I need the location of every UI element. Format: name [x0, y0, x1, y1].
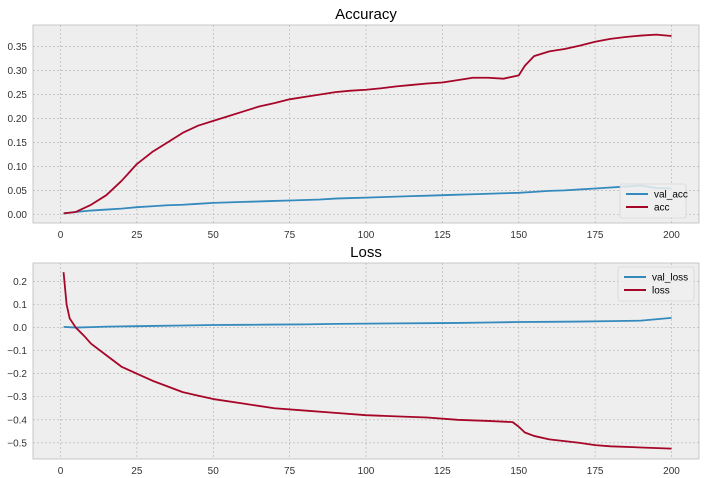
y-tick-label: −0.2: [7, 369, 27, 380]
x-tick-label: 0: [58, 466, 64, 477]
x-tick-label: 125: [434, 466, 451, 477]
y-tick-label: 0.0: [13, 323, 27, 334]
chart-loss: 0 25 50 75 100 125 150 175 200 0.2 0.1 0.0 −0.1 −0.2 −…: [7, 244, 700, 477]
x-tick-label: 200: [663, 230, 680, 241]
y-tick-label: 0.20: [8, 114, 28, 125]
x-tick-label: 25: [131, 466, 143, 477]
chart-title: Accuracy: [335, 6, 397, 23]
legend-label: acc: [654, 203, 670, 214]
chart-accuracy: 0 25 50 75 100 125 150 175 200 0.00 0.05 0.10 0.15 0.…: [8, 6, 700, 241]
series-line-val-loss: [63, 316, 672, 329]
y-tick-label: 0.00: [8, 210, 28, 221]
y-tick-label: −0.4: [7, 415, 27, 426]
x-tick-label: 200: [663, 466, 680, 477]
chart-title: Loss: [350, 244, 382, 261]
legend-label: loss: [652, 286, 670, 297]
y-tick-label: −0.5: [7, 438, 27, 449]
x-tick-label: 50: [208, 230, 220, 241]
y-tick-label: 0.25: [8, 90, 28, 101]
x-tick-label: 175: [587, 466, 604, 477]
series-line-loss: [62, 272, 672, 450]
x-tick-label: 100: [358, 466, 375, 477]
y-tick-label: 0.35: [8, 42, 28, 53]
legend-box: [617, 266, 695, 302]
y-tick-label: 0.2: [13, 277, 27, 288]
series-line-val-acc: [63, 184, 672, 215]
x-tick-label: 150: [510, 466, 527, 477]
y-tick-label: 0.10: [8, 162, 28, 173]
x-tick-label: 75: [284, 466, 296, 477]
legend-label: val_loss: [652, 273, 688, 284]
series-line-acc: [63, 33, 672, 215]
legend-box: [619, 183, 687, 219]
y-tick-label: −0.3: [7, 392, 27, 403]
legend-label: val_acc: [654, 190, 688, 201]
y-tick-label: 0.1: [13, 300, 27, 311]
x-tick-label: 75: [284, 230, 296, 241]
y-tick-label: −0.1: [7, 346, 27, 357]
x-tick-label: 150: [510, 230, 527, 241]
x-tick-label: 0: [58, 230, 64, 241]
x-tick-label: 50: [208, 466, 220, 477]
x-tick-label: 25: [131, 230, 143, 241]
y-tick-label: 0.05: [8, 186, 28, 197]
x-tick-label: 125: [434, 230, 451, 241]
x-tick-label: 100: [358, 230, 375, 241]
y-tick-label: 0.30: [8, 66, 28, 77]
x-tick-label: 175: [587, 230, 604, 241]
y-tick-label: 0.15: [8, 138, 28, 149]
